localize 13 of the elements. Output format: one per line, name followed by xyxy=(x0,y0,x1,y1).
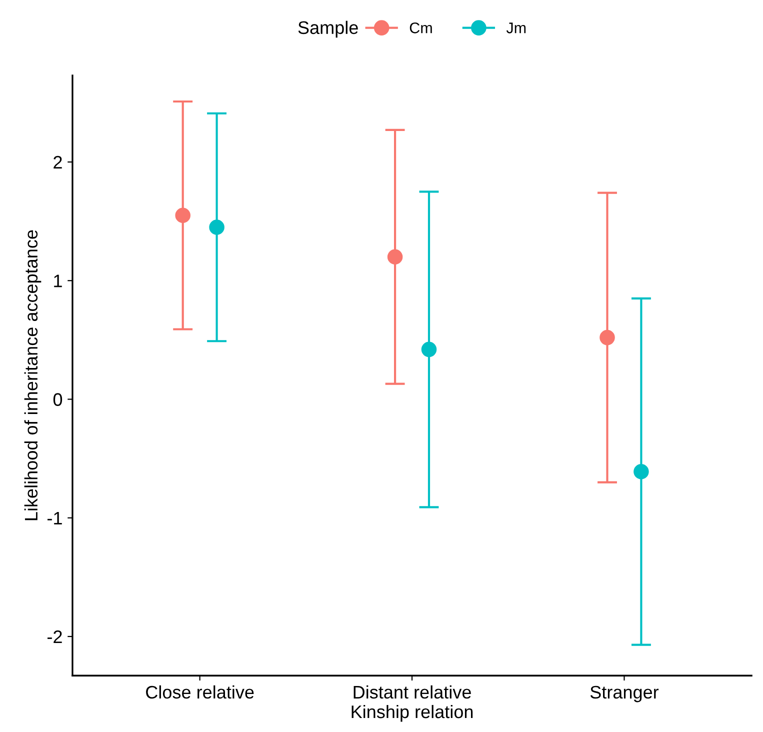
x-axis-title: Kinship relation xyxy=(352,704,473,722)
y-tick-label: 1 xyxy=(54,274,62,288)
x-tick-label: Distant relative xyxy=(354,685,471,699)
legend-label: Jm xyxy=(506,22,526,34)
legend-title: Sample xyxy=(298,20,358,38)
y-tick-label: 0 xyxy=(53,393,62,406)
y-tick-label: 2 xyxy=(54,156,62,169)
y-tick-label: -1 xyxy=(48,512,62,524)
legend-label: Cm xyxy=(410,22,432,34)
y-tick-label: -2 xyxy=(48,630,62,644)
x-tick-label: Stranger xyxy=(590,686,659,702)
x-tick-label: Close relative xyxy=(146,685,254,699)
y-axis-title: Likelihood of inheritance acceptance xyxy=(24,230,42,520)
